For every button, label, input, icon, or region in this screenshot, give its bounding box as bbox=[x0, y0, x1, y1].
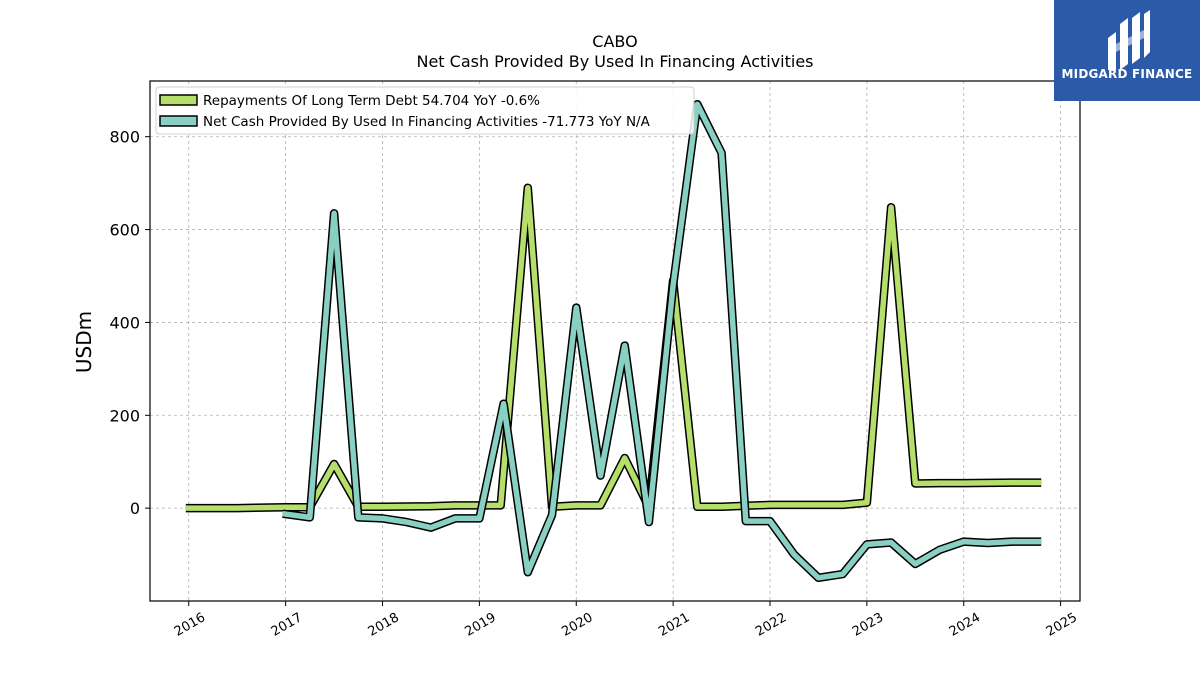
legend-box bbox=[155, 86, 695, 135]
chart-subtitle: Net Cash Provided By Used In Financing A… bbox=[416, 52, 814, 71]
legend-swatch bbox=[159, 94, 198, 106]
brand-name: MIDGARD FINANCE bbox=[1061, 67, 1193, 81]
chart-title: CABO bbox=[592, 32, 638, 51]
x-tick-label: 2016 bbox=[172, 610, 208, 640]
x-tick-label: 2025 bbox=[1044, 610, 1080, 640]
y-tick-label: 800 bbox=[109, 128, 140, 147]
brand-logo: MIDGARD FINANCE bbox=[1054, 0, 1200, 101]
x-tick-label: 2022 bbox=[753, 610, 789, 640]
y-axis-label: USDm bbox=[72, 311, 96, 373]
y-tick-label: 0 bbox=[130, 499, 140, 518]
y-tick-label: 600 bbox=[109, 221, 140, 240]
legend-label: Repayments Of Long Term Debt 54.704 YoY … bbox=[203, 93, 540, 109]
x-tick-label: 2021 bbox=[656, 610, 692, 640]
y-tick-label: 400 bbox=[109, 313, 140, 332]
x-tick-label: 2020 bbox=[559, 610, 595, 640]
legend: Repayments Of Long Term Debt 54.704 YoY … bbox=[155, 86, 695, 135]
x-tick-label: 2023 bbox=[850, 610, 886, 640]
series-1-line bbox=[282, 101, 1042, 581]
y-tick-label: 200 bbox=[109, 406, 140, 425]
axis-ticks: 2016 2017 2018 2019 2020 2021 2022 2023 2024 2025… bbox=[109, 128, 1080, 640]
x-tick-label: 2019 bbox=[463, 610, 499, 640]
midgard-logo-icon bbox=[1108, 10, 1150, 70]
x-tick-label: 2024 bbox=[947, 610, 983, 640]
series-layer bbox=[185, 99, 1042, 583]
plot-frame bbox=[149, 80, 1081, 602]
x-tick-label: 2017 bbox=[269, 610, 305, 640]
series-0-line bbox=[185, 185, 1042, 511]
x-tick-label: 2018 bbox=[366, 610, 402, 640]
grid-lines bbox=[150, 81, 1080, 601]
legend-swatch bbox=[159, 115, 198, 127]
legend-label: Net Cash Provided By Used In Financing A… bbox=[203, 114, 651, 130]
